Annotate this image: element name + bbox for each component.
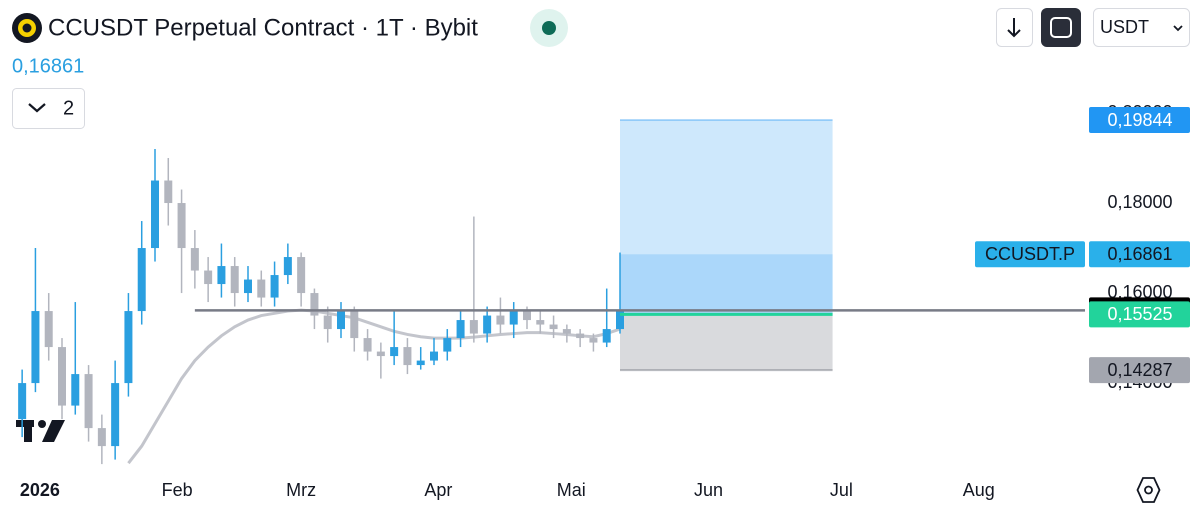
- candle-body: [483, 315, 492, 334]
- candle-body: [190, 248, 199, 271]
- candle-body: [509, 311, 518, 325]
- select-arrow: [1173, 25, 1183, 32]
- x-tick-label: Mai: [557, 480, 586, 500]
- candle-body: [18, 383, 27, 420]
- fullscreen-button[interactable]: [1041, 8, 1081, 47]
- x-tick-label: Mrz: [286, 480, 316, 500]
- candle-body: [217, 266, 226, 285]
- candle-body: [403, 347, 412, 366]
- candle-body: [84, 374, 93, 429]
- price-label-box: [1089, 241, 1190, 268]
- x-tick-label: Apr: [424, 480, 452, 500]
- candle-body: [164, 180, 173, 204]
- candle-body: [230, 266, 239, 294]
- position-reached: [620, 254, 833, 315]
- candle-body: [257, 279, 266, 298]
- tv-logo-part: [38, 420, 46, 428]
- x-tick-label: Jun: [694, 480, 723, 500]
- candle-body: [44, 311, 53, 348]
- candle-body: [376, 351, 385, 357]
- candle-body: [576, 333, 585, 339]
- currency-label: USDT: [1100, 17, 1149, 37]
- candle-body: [124, 311, 133, 384]
- x-tick-label: Aug: [963, 480, 995, 500]
- price-label-box: [1089, 357, 1190, 384]
- candle-body: [137, 248, 146, 312]
- price-label: 0,19844: [1107, 110, 1172, 130]
- candle-body: [363, 338, 372, 352]
- candle-body: [443, 338, 452, 352]
- plot: [18, 119, 1085, 465]
- symbol-logo-center: [22, 23, 32, 33]
- candle-body: [616, 310, 624, 330]
- candle-body: [602, 329, 611, 343]
- candle-body: [536, 320, 545, 325]
- position-profit: [620, 120, 833, 315]
- candle-body: [496, 315, 505, 325]
- candle-body: [469, 320, 478, 334]
- candle-body: [177, 203, 186, 249]
- header-price: 0,16861: [12, 55, 84, 77]
- chart-title: CCUSDT Perpetual Contract · 1T · Bybit: [48, 14, 478, 41]
- tv-logo: [16, 420, 65, 442]
- candle-body: [390, 347, 399, 357]
- candle-body: [456, 320, 465, 339]
- price-label-box: [1089, 301, 1190, 328]
- collapse-button[interactable]: [12, 88, 85, 129]
- candle-body: [549, 324, 558, 330]
- y-tick-label: 0,18000: [1107, 192, 1172, 212]
- x-tick-label: Jul: [830, 480, 853, 500]
- candle-body: [31, 311, 40, 384]
- fullscreen-icon: [1050, 17, 1072, 38]
- candle-body: [297, 257, 306, 294]
- candle-body: [71, 374, 80, 406]
- moving-average: [127, 308, 621, 465]
- chevron: [28, 103, 46, 113]
- candle-body: [151, 180, 159, 249]
- collapse-count: 2: [63, 97, 74, 119]
- symbol-label-box: [975, 241, 1085, 268]
- candle-body: [589, 338, 598, 343]
- settings-icon[interactable]: [1136, 477, 1161, 503]
- candle-body: [58, 347, 66, 406]
- candle-body: [97, 428, 106, 447]
- candle-body: [310, 293, 319, 316]
- status-dot: [542, 21, 556, 35]
- price-label: 0,16861: [1107, 244, 1172, 264]
- candle-body: [204, 270, 213, 285]
- candle-body: [244, 279, 252, 294]
- currency-select[interactable]: [1093, 8, 1190, 47]
- y-tick-label: 0,16000: [1107, 282, 1172, 302]
- candle-body: [562, 329, 571, 334]
- download-icon: [1007, 18, 1021, 38]
- candle-body: [337, 311, 345, 330]
- candle-body: [430, 351, 438, 361]
- tv-logo-part: [24, 420, 32, 442]
- candle-body: [416, 360, 425, 366]
- candle-body: [350, 311, 359, 339]
- settings-icon-center: [1144, 485, 1153, 495]
- position-loss: [620, 314, 833, 371]
- candle-body: [283, 257, 292, 276]
- price-label: 0,15525: [1107, 304, 1172, 324]
- tv-logo-part: [42, 420, 65, 442]
- price-label: 0,14287: [1107, 360, 1172, 380]
- candle-body: [523, 311, 531, 321]
- candle-body: [323, 315, 332, 330]
- candle-body: [111, 383, 120, 447]
- price-label-box: [1089, 107, 1190, 134]
- symbol-label: CCUSDT.P: [985, 244, 1075, 264]
- x-tick-label: 2026: [20, 480, 60, 500]
- x-tick-label: Feb: [162, 480, 193, 500]
- candle-body: [270, 275, 279, 298]
